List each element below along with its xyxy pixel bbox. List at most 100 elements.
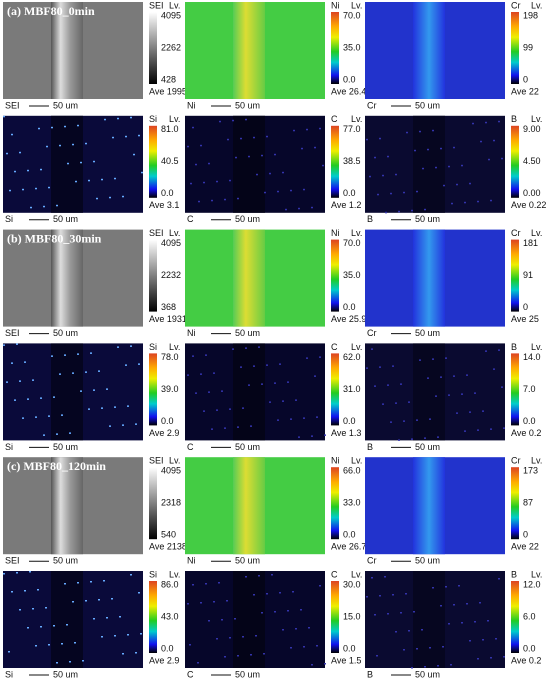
- speckle: [416, 648, 418, 650]
- element-label: SEI: [149, 0, 164, 10]
- speckle: [311, 435, 313, 437]
- color-bar: [149, 125, 157, 198]
- speckle: [64, 125, 66, 128]
- map-band: [233, 343, 265, 441]
- speckle: [85, 371, 87, 373]
- speckle: [51, 126, 53, 129]
- speckle: [200, 144, 202, 147]
- min-label: 0.0: [343, 416, 356, 426]
- speckle: [117, 346, 119, 348]
- speckle: [122, 653, 124, 655]
- speckle: [319, 585, 321, 587]
- speckle: [106, 388, 108, 390]
- speckle: [117, 117, 119, 120]
- speckle: [138, 363, 140, 365]
- speckle: [282, 171, 284, 174]
- speckle: [69, 661, 71, 663]
- speckle: [480, 140, 482, 143]
- speckle: [135, 652, 137, 654]
- speckle: [285, 208, 287, 211]
- speckle: [130, 574, 132, 576]
- speckle: [11, 133, 13, 136]
- mid-label: 4.50: [523, 156, 541, 166]
- speckle: [248, 155, 250, 158]
- level-label: Lv.: [531, 114, 542, 124]
- min-label: 0.00: [523, 188, 541, 198]
- speckle: [277, 190, 279, 193]
- speckle: [408, 401, 410, 403]
- speckle: [324, 663, 326, 665]
- speckle: [403, 649, 405, 651]
- map-band: [413, 457, 445, 555]
- speckle: [125, 135, 127, 138]
- speckle: [271, 574, 273, 576]
- speckle: [453, 375, 455, 377]
- element-label: Cr: [511, 456, 521, 466]
- speckle: [43, 434, 45, 436]
- speckle: [258, 575, 260, 577]
- speckle: [32, 608, 34, 610]
- speckle: [398, 210, 400, 213]
- mid-label: 35.0: [343, 270, 361, 280]
- speckle: [93, 160, 95, 163]
- speckle: [103, 580, 105, 582]
- scale-label: 50 um: [415, 669, 440, 679]
- average-label: Ave 1.2: [331, 200, 361, 210]
- speckle: [141, 171, 143, 174]
- speckle: [192, 584, 194, 586]
- speckle: [282, 629, 284, 631]
- speckle: [51, 355, 53, 357]
- color-bar: [511, 467, 519, 540]
- max-label: 78.0: [161, 352, 179, 362]
- speckle: [237, 655, 239, 657]
- average-label: Ave 1.3: [331, 428, 361, 438]
- speckle: [3, 115, 5, 118]
- speckle: [300, 609, 302, 611]
- speckle: [37, 589, 39, 591]
- map-band: [51, 2, 83, 99]
- speckle: [211, 199, 213, 202]
- speckle: [306, 128, 308, 131]
- speckle: [442, 646, 444, 648]
- scale-label: 50 um: [235, 669, 260, 679]
- speckle: [303, 417, 305, 419]
- mid-label: 99: [523, 42, 533, 52]
- speckle: [435, 166, 437, 169]
- speckle: [405, 593, 407, 595]
- max-label: 4095: [161, 466, 181, 476]
- speckle: [46, 145, 48, 148]
- speckle: [40, 626, 42, 628]
- mid-label: 15.0: [343, 611, 361, 621]
- speckle: [311, 664, 313, 666]
- speckle: [290, 189, 292, 192]
- speckle: [59, 144, 61, 147]
- mid-label: 2262: [161, 42, 181, 52]
- speckle: [324, 434, 326, 436]
- speckle: [301, 147, 303, 150]
- speckle: [316, 416, 318, 418]
- speckle: [235, 156, 237, 159]
- scale-element: C: [187, 214, 194, 224]
- level-label: Lv.: [531, 228, 542, 238]
- speckle: [104, 118, 106, 121]
- speckle: [109, 425, 111, 427]
- speckle: [208, 391, 210, 393]
- speckle: [261, 612, 263, 614]
- speckle: [424, 666, 426, 668]
- average-label: Ave 26.4: [331, 86, 366, 96]
- speckle: [411, 438, 413, 440]
- scale-element: Ni: [187, 556, 196, 566]
- speckle: [213, 372, 215, 374]
- speckle: [224, 427, 226, 429]
- speckle: [130, 116, 132, 119]
- speckle: [187, 374, 189, 376]
- speckle: [106, 617, 108, 619]
- speckle: [493, 139, 495, 142]
- color-bar: [331, 467, 339, 540]
- scale-element: C: [187, 669, 194, 679]
- speckle: [53, 625, 55, 627]
- speckle: [490, 657, 492, 659]
- scale-label: 50 um: [235, 214, 260, 224]
- speckle: [27, 169, 29, 172]
- speckle: [482, 410, 484, 412]
